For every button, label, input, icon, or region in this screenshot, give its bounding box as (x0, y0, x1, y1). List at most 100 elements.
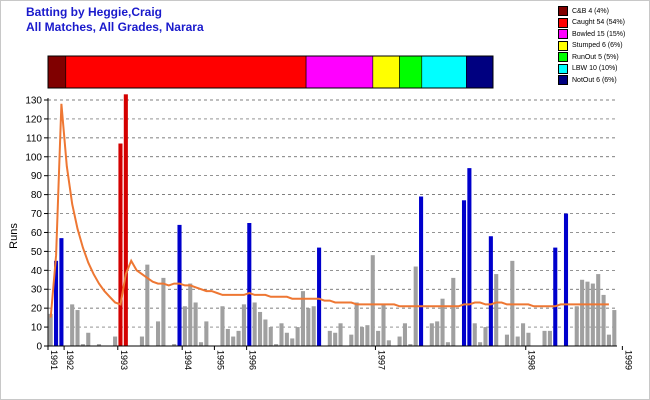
innings-bar (408, 344, 413, 346)
innings-bar (290, 338, 295, 346)
x-tick-label: 1992 (65, 350, 75, 370)
innings-bar (397, 336, 402, 346)
innings-bar (118, 143, 123, 346)
innings-bar (606, 334, 611, 346)
bars (48, 94, 617, 346)
y-tick-label: 60 (31, 228, 43, 239)
innings-bar (263, 319, 268, 346)
proportion-segment (421, 55, 467, 89)
innings-bar (70, 304, 75, 346)
innings-bar (236, 330, 241, 346)
innings-bar (381, 304, 386, 346)
legend-swatch (558, 6, 568, 16)
innings-bar (494, 274, 499, 346)
innings-bar (193, 302, 198, 346)
innings-bar (225, 328, 230, 346)
innings-bar (113, 336, 118, 346)
legend-item: RunOut 5 (5%) (558, 52, 648, 62)
innings-bar (483, 327, 488, 346)
y-tick-label: 100 (25, 152, 42, 163)
x-tick-label: 1999 (623, 350, 633, 370)
legend-label: C&B 4 (4%) (572, 7, 609, 15)
innings-bar (563, 213, 569, 346)
y-tick-label: 50 (31, 247, 43, 258)
y-tick-label: 130 (25, 96, 42, 107)
innings-bar (156, 321, 161, 346)
innings-bar (182, 306, 187, 346)
innings-bar (247, 223, 252, 346)
innings-bar (274, 344, 279, 346)
innings-bar (580, 279, 585, 346)
legend-swatch (558, 40, 568, 51)
innings-bar (139, 336, 144, 346)
legend-swatch (558, 63, 568, 74)
legend-label: Bowled 15 (15%) (572, 30, 626, 38)
proportion-segment (372, 55, 400, 89)
legend-label: NotOut 6 (6%) (572, 76, 617, 84)
x-tick-label: 1991 (49, 350, 59, 370)
innings-bar (435, 321, 440, 346)
innings-bar (504, 334, 509, 346)
x-tick-label: 1997 (376, 350, 386, 370)
y-tick-label: 10 (31, 323, 43, 334)
legend-item: NotOut 6 (6%) (558, 75, 648, 85)
axes: 0 10 20 30 40 50 60 70 80 90 100 110 120 130 1991 1992 1… (25, 96, 633, 371)
innings-bar (467, 168, 472, 346)
dismissal-proportion-bar (47, 55, 494, 89)
innings-bar (478, 342, 483, 346)
innings-bar (349, 334, 354, 346)
innings-bar (547, 330, 552, 346)
legend: C&B 4 (4%) Caught 54 (54%) Bowled 15 (15%)… (558, 6, 648, 87)
innings-bar (488, 236, 493, 346)
innings-bar (317, 247, 322, 346)
y-tick-label: 40 (31, 266, 43, 277)
legend-swatch (558, 75, 568, 85)
legend-item: C&B 4 (4%) (558, 6, 648, 16)
innings-bar (574, 306, 579, 346)
innings-bar (177, 224, 182, 346)
innings-bar (440, 298, 445, 346)
innings-bar (461, 200, 467, 346)
innings-bar (268, 327, 273, 346)
innings-bar (521, 323, 526, 346)
innings-bar (300, 291, 306, 346)
innings-bar (472, 323, 477, 346)
innings-bar (306, 308, 311, 346)
innings-bar (354, 302, 359, 346)
innings-bar (86, 332, 91, 346)
innings-bar (284, 332, 289, 346)
innings-bar (279, 323, 284, 346)
innings-bar (80, 344, 85, 346)
legend-item: Caught 54 (54%) (558, 17, 648, 28)
innings-bar (327, 330, 332, 346)
proportion-segment (399, 55, 423, 89)
innings-bar (75, 310, 80, 346)
innings-bar (59, 238, 64, 346)
innings-bar (402, 323, 408, 346)
x-tick-label: 1995 (215, 350, 225, 370)
innings-bar (241, 304, 246, 346)
y-tick-label: 90 (31, 171, 43, 182)
innings-bar (445, 342, 450, 346)
x-tick-label: 1994 (183, 350, 193, 370)
y-tick-label: 30 (31, 285, 43, 296)
innings-bar (526, 332, 531, 346)
innings-bar (515, 336, 520, 346)
innings-bar (419, 196, 424, 346)
legend-swatch (558, 17, 568, 28)
innings-bar (585, 281, 590, 346)
innings-bar (48, 313, 53, 346)
x-tick-label: 1993 (119, 350, 129, 370)
innings-bar (590, 283, 595, 346)
innings-bar (252, 302, 257, 346)
y-tick-label: 0 (36, 342, 42, 353)
innings-bar (553, 247, 558, 346)
innings-bar (601, 294, 606, 346)
average-line (49, 103, 609, 318)
x-tick-label: 1996 (248, 350, 258, 370)
innings-bar (295, 327, 300, 346)
legend-item: Bowled 15 (15%) (558, 29, 648, 39)
proportion-segment (305, 55, 374, 89)
proportion-segment (65, 55, 307, 89)
